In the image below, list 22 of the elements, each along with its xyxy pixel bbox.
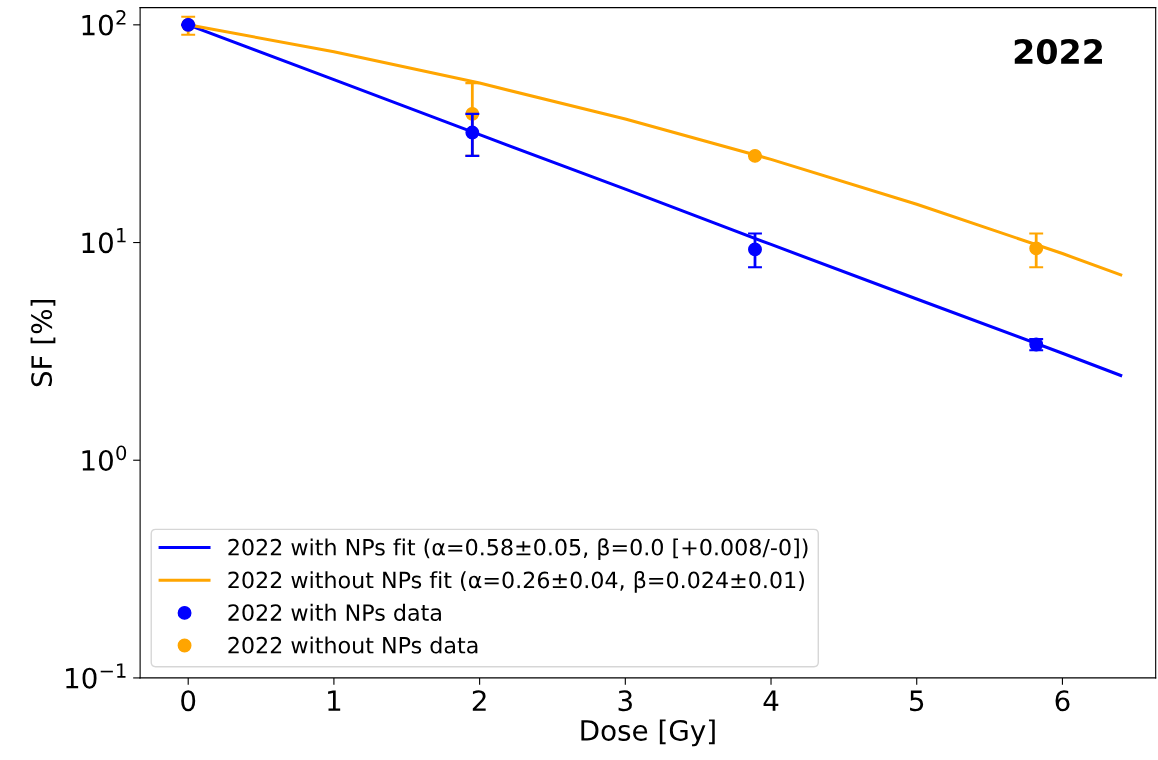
y-tick-label: 10$^{2}$: [82, 10, 126, 36]
legend-label: 2022 with NPs fit (α=0.58±0.05, β=0.0 [+0.008/-0]): [228, 538, 808, 560]
point: [465, 125, 480, 140]
point: [748, 148, 762, 163]
legend-label: 2022 with NPs data: [228, 603, 441, 621]
annotation: 2022: [1014, 38, 1103, 65]
x-tick-label: 2: [472, 690, 486, 711]
y-axis-title: SF [%]: [30, 299, 56, 387]
legend-label: 2022 without NPs fit (α=0.26±0.04, β=0.024±0.01): [228, 571, 804, 593]
point: [1029, 241, 1044, 256]
x-tick-label: 1: [328, 690, 341, 711]
x-tick-label: 3: [618, 690, 632, 712]
x-tick-label: 6: [1055, 690, 1070, 712]
y-tick-label: 10$^{0}$: [82, 445, 127, 471]
point: [748, 242, 762, 257]
x-tick-label: 5: [910, 690, 924, 712]
y-tick-label: 10$^{1}$: [82, 228, 126, 254]
y-tick-label: 10$^{−1}$: [66, 663, 126, 689]
x-axis-title: Dose [Gy]: [581, 719, 715, 747]
x-tick-label: 4: [763, 690, 779, 711]
legend-label: 2022 without NPs data: [228, 636, 478, 654]
x-tick-label: 0: [181, 690, 196, 712]
